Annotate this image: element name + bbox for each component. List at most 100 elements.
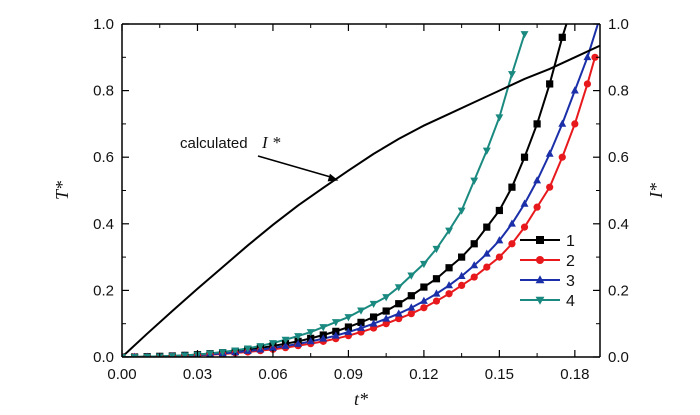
y-left-tick-label: 0.8 [93,83,114,100]
tick-labels: 0.00 0.03 0.06 0.09 0.12 0.15 0.180.00.20.40.6… [93,16,629,383]
y-right-tick-label: 0.6 [608,149,629,166]
x-tick-label: 0.06 [258,366,287,383]
data-point-s1-26 [445,264,453,272]
data-point-s4-30 [495,114,504,122]
y-right-tick-label: 0.8 [608,83,629,100]
data-point-s2-27 [458,281,466,290]
data-point-s4-2 [143,353,152,357]
data-point-s3-21 [382,314,391,322]
data-point-s1-27 [458,253,466,261]
y-axis-left-title: T* [52,181,72,200]
series-line-5 [122,44,600,357]
data-point-s2-28 [470,273,478,281]
x-axis-title: t* [354,389,368,409]
y-left-tick-label: 1.0 [93,16,114,33]
data-point-s3-34 [545,149,554,157]
data-point-s4-11 [256,343,265,351]
data-point-s1-24 [420,283,428,291]
data-point-s3-26 [445,281,454,289]
data-point-s2-23 [407,310,415,318]
series-lines [122,24,600,357]
data-point-s2-36 [571,120,579,128]
data-point-s3-25 [432,289,441,297]
data-point-s1-17 [332,327,340,335]
data-point-s1-22 [395,300,403,308]
y-right-tick-label: 0.4 [608,216,629,233]
data-point-s2-25 [432,297,441,305]
y-right-tick-label: 1.0 [608,16,629,33]
data-point-s4-31 [507,71,516,79]
data-point-s2-38 [591,53,599,61]
data-point-s3-29 [482,249,491,257]
data-point-s2-34 [546,183,554,191]
y-right-tick-label: 0.2 [608,282,629,299]
data-point-s4-24 [419,260,428,269]
data-point-s4-13 [281,336,290,345]
data-point-s1-19 [357,318,365,326]
data-point-s4-20 [369,300,378,309]
data-point-s3-35 [558,119,567,127]
data-point-s4-23 [407,272,416,280]
data-point-s4-25 [432,245,441,254]
data-point-s4-28 [470,177,479,185]
y-left-tick-label: 0.0 [93,349,114,366]
data-point-s3-16 [319,334,328,342]
data-point-s4-15 [306,329,315,337]
data-point-s1-32 [520,153,529,161]
data-point-s3-24 [419,296,428,304]
legend-marker-4 [535,296,545,305]
data-point-s4-7 [206,350,215,357]
data-point-s1-21 [382,307,390,315]
data-point-s3-28 [470,261,479,269]
data-point-s2-35 [558,153,566,161]
data-point-s1-28 [470,240,478,248]
data-point-s1-25 [432,275,441,283]
annotation-variable: I * [261,133,281,152]
annotation-text: calculated [180,135,248,152]
x-tick-label: 0.15 [485,366,514,383]
x-tick-label: 0.18 [560,366,589,383]
y-axis-right-title: I* [646,183,666,199]
data-point-s2-21 [382,320,390,328]
data-point-s1-18 [344,323,353,331]
data-point-s3-14 [294,339,303,347]
x-tick-label: 0.00 [107,366,136,383]
data-point-s4-9 [231,347,240,355]
data-point-s3-37 [583,52,592,61]
data-point-s4-12 [268,340,277,348]
data-point-s3-23 [407,303,416,311]
y-left-tick-label: 0.4 [93,216,114,233]
data-point-s2-29 [483,263,491,271]
data-point-s1-20 [369,313,378,321]
data-point-s3-30 [495,236,504,244]
legend: 1 2 3 4 [520,233,575,310]
annotation-arrow-line [257,155,333,179]
legend-marker-3 [535,275,545,284]
data-point-s3-17 [331,331,340,339]
data-point-s4-32 [520,31,529,39]
legend-label-1: 1 [566,233,575,250]
data-point-s3-27 [457,271,466,279]
data-point-s2-24 [420,304,428,312]
y-left-tick-label: 0.2 [93,282,114,299]
data-point-s1-33 [533,120,541,128]
annotation-arrow-head [327,173,339,182]
data-point-s1-29 [483,223,491,231]
data-point-s2-32 [520,223,529,231]
legend-label-3: 3 [566,273,575,290]
data-point-s2-26 [445,290,453,298]
data-point-s1-36 [571,0,578,1]
data-point-s2-37 [583,80,592,88]
annotation: calculated I * [180,133,339,182]
data-point-s4-19 [357,307,365,315]
data-point-s4-10 [243,345,252,353]
data-point-s4-17 [331,319,340,327]
data-point-s4-8 [218,349,227,357]
x-tick-label: 0.12 [409,366,438,383]
data-point-s4-22 [394,284,403,292]
data-point-s3-19 [357,323,365,331]
data-point-s4-14 [294,333,303,341]
y-right-tick-label: 0.0 [608,349,629,366]
data-point-s3-20 [369,319,378,327]
